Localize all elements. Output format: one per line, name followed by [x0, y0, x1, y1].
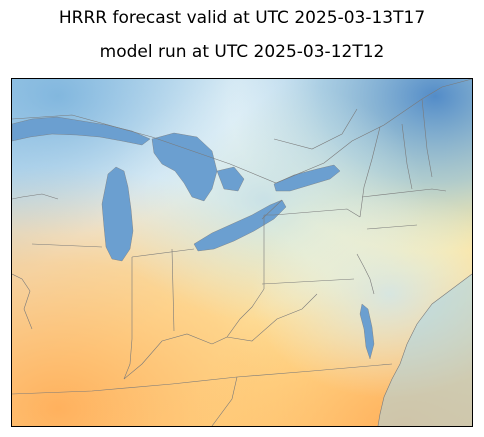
border-pennsylvania-newyork: [264, 208, 361, 218]
border-lake-erie-shore: [261, 199, 283, 220]
lake-huron: [151, 132, 218, 202]
border-massachusetts: [361, 188, 447, 198]
forecast-map: [12, 79, 472, 426]
figure-title-model-run: model run at UTC 2025-03-12T12: [99, 42, 385, 62]
border-wisconsin-illinois: [31, 243, 103, 248]
temperature-field-pale-east: [12, 79, 472, 426]
border-michigan-ohio: [131, 248, 195, 258]
lake-superior: [12, 116, 151, 146]
atlantic-coastline: [377, 273, 472, 426]
border-minnesota-wisconsin: [12, 193, 59, 200]
lake-ontario: [273, 164, 341, 192]
border-iowa-illinois: [12, 273, 33, 330]
border-indiana-ohio: [171, 248, 175, 332]
figure-title-valid-time: HRRR forecast valid at UTC 2025-03-13T17: [58, 8, 426, 28]
border-westvirginia-virginia: [226, 293, 318, 342]
border-kentucky-tennessee: [12, 376, 238, 395]
border-vermont-newhampshire: [401, 123, 413, 190]
georgian-bay: [216, 166, 245, 192]
border-pennsylvania-maryland: [261, 278, 355, 285]
border-ohio-westvirginia: [211, 288, 265, 345]
border-northcarolina-tennessee: [211, 376, 238, 426]
border-newhampshire-maine: [421, 98, 433, 178]
border-us-canada-ontario-quebec: [273, 108, 358, 150]
border-indiana-kentucky: [123, 333, 213, 380]
border-illinois-indiana: [123, 257, 133, 380]
atlantic-ocean: [378, 274, 472, 426]
state-boundaries: [12, 79, 472, 426]
border-virginia-northcarolina: [236, 363, 393, 378]
border-us-canada-north: [12, 79, 472, 184]
lake-michigan: [101, 166, 134, 262]
map-panel: [11, 78, 473, 427]
border-delaware-newjersey: [356, 253, 375, 295]
border-connecticut: [366, 224, 418, 230]
lake-erie: [193, 199, 287, 252]
chesapeake-bay: [359, 303, 375, 360]
border-newyork-vermont: [359, 126, 381, 218]
